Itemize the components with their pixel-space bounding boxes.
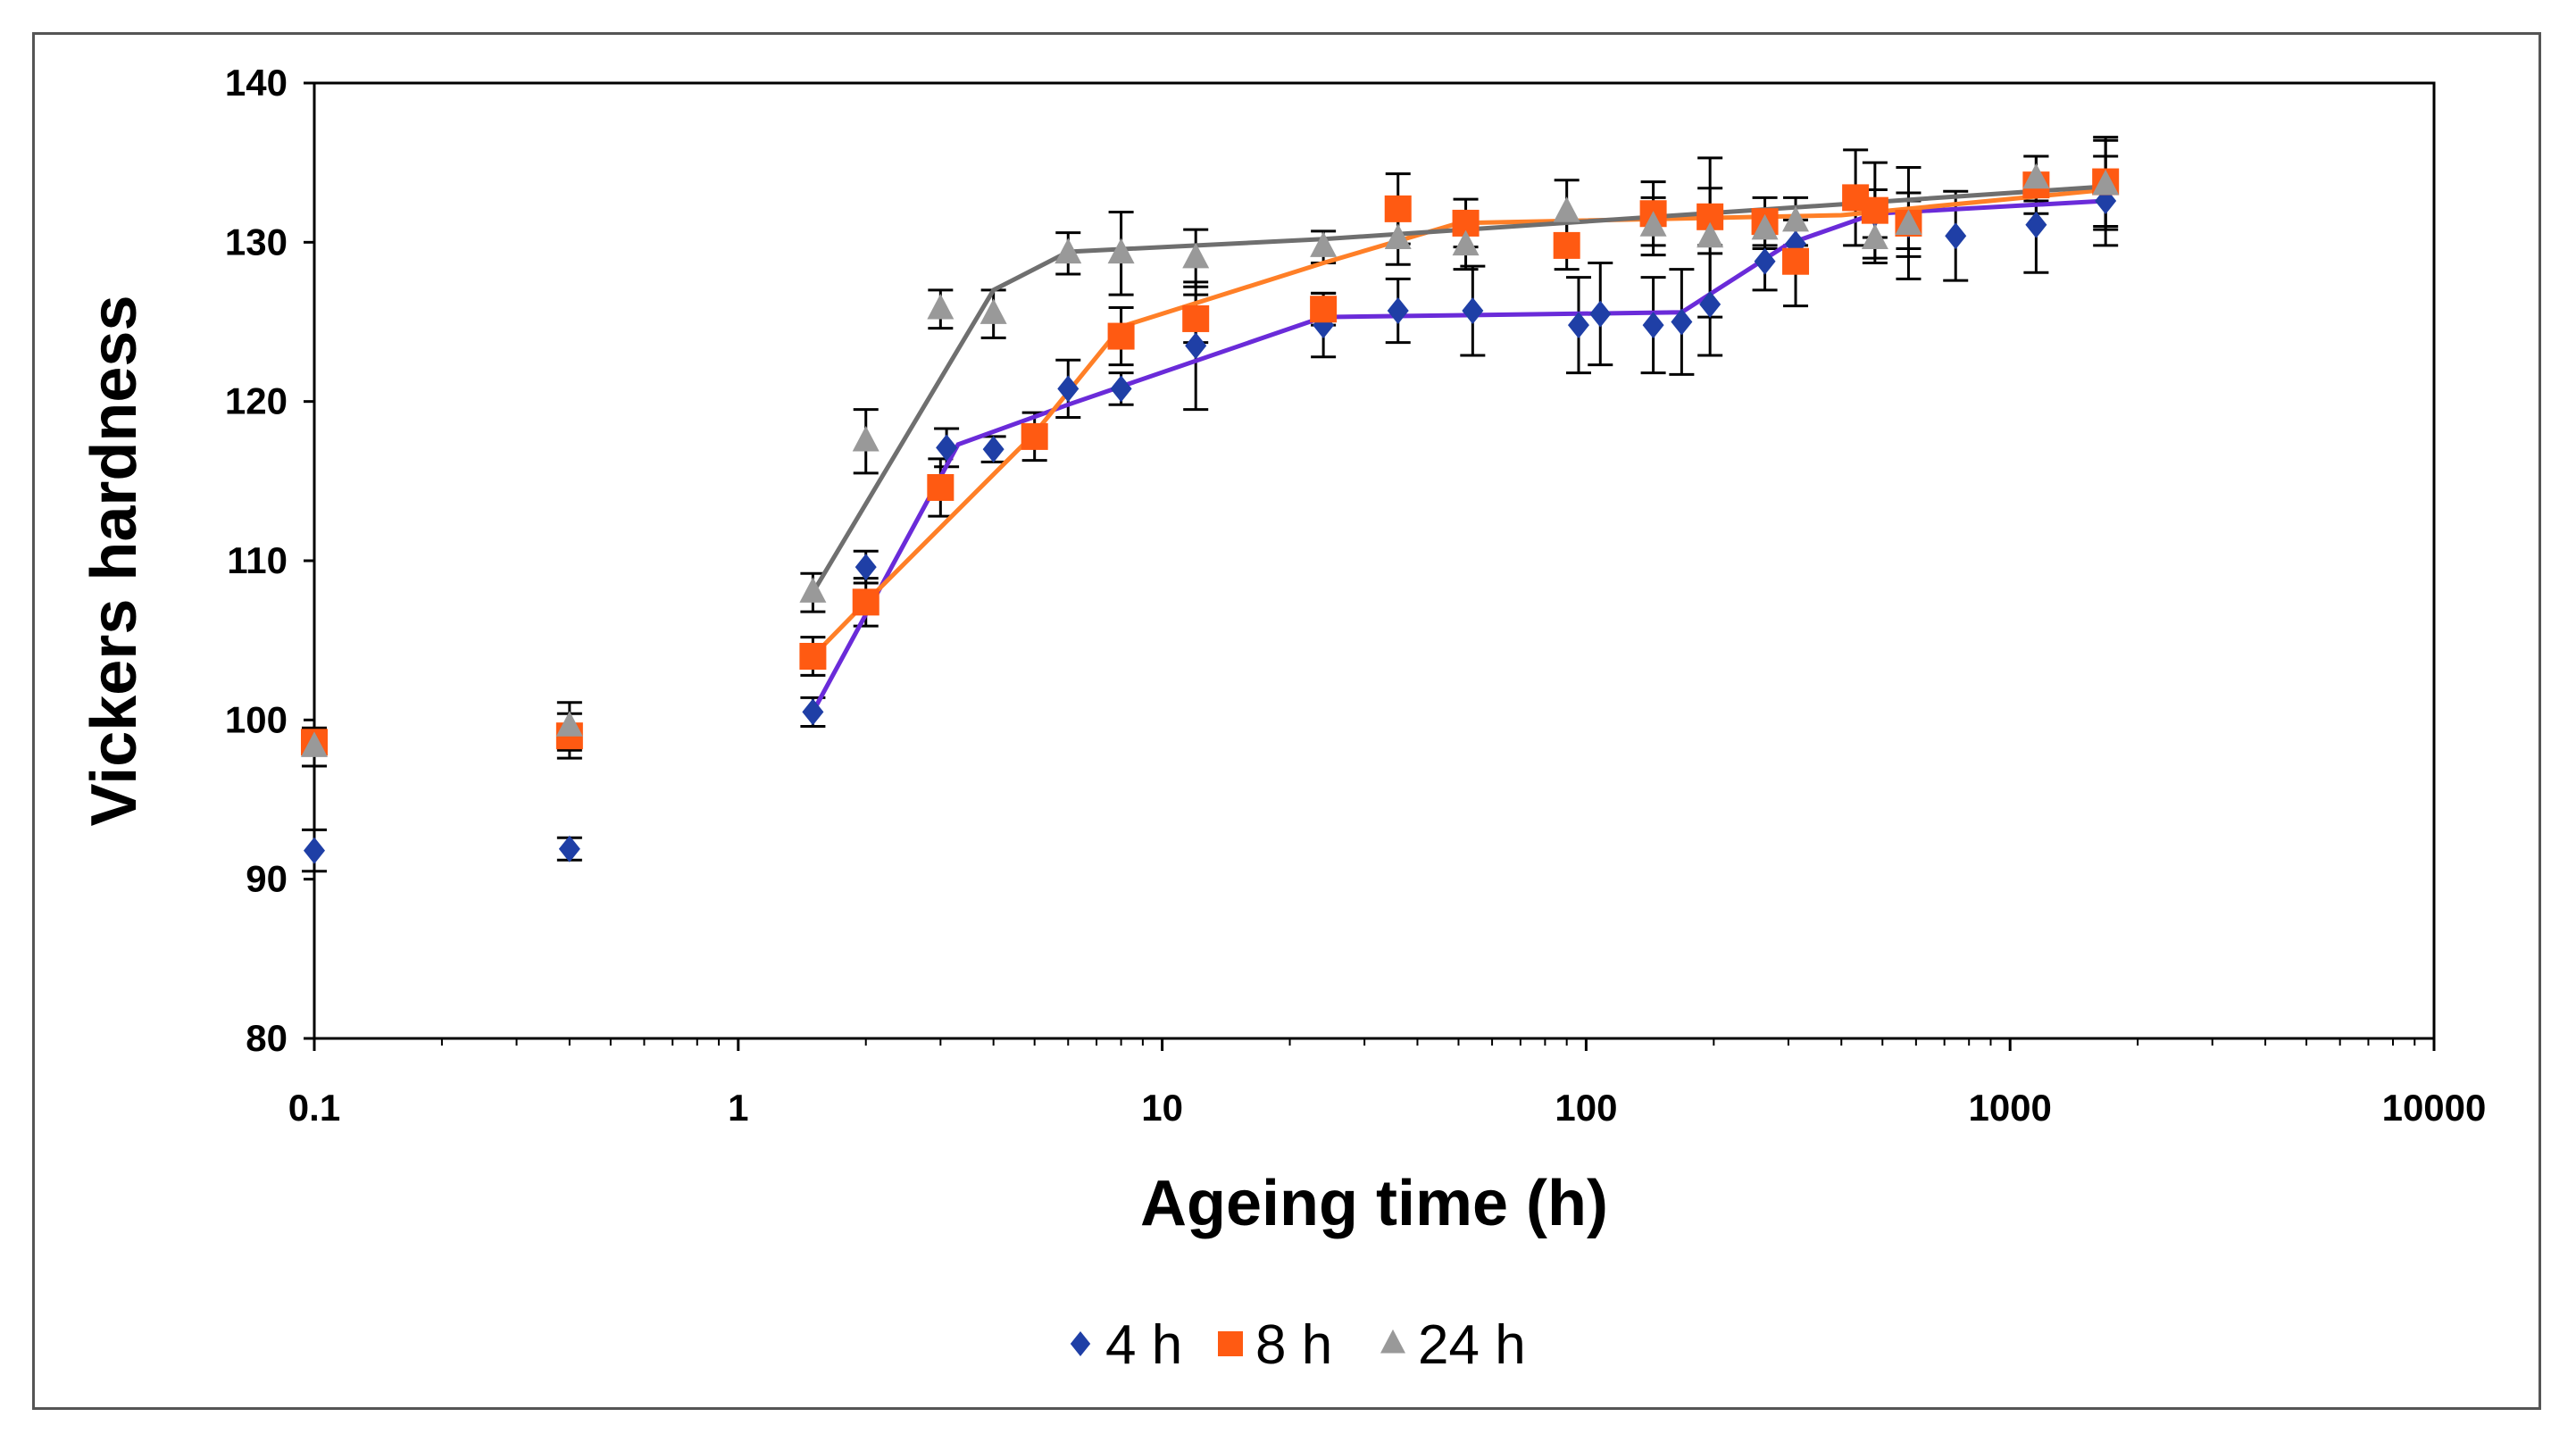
data-point (1107, 238, 1135, 264)
data-point (1589, 300, 1612, 328)
data-point (1384, 195, 1412, 222)
data-point (1567, 312, 1589, 339)
data-point (558, 835, 580, 863)
series-diamond (302, 154, 2119, 873)
data-point (2022, 163, 2050, 189)
data-point (1754, 247, 1776, 275)
y-tick-label: 120 (225, 380, 288, 422)
data-point (1699, 290, 1722, 318)
legend-label: 4 h (1105, 1314, 1182, 1376)
legend-marker (1380, 1329, 1405, 1354)
x-tick-label: 10 (1141, 1087, 1183, 1129)
data-point (2025, 211, 2047, 238)
data-point (799, 643, 827, 670)
data-point (1310, 231, 1338, 257)
y-tick-label: 80 (246, 1017, 288, 1059)
x-tick-label: 1000 (1968, 1087, 2051, 1129)
data-point (1182, 304, 1210, 332)
data-point (1387, 297, 1409, 325)
data-point (1452, 229, 1480, 256)
data-point (1639, 211, 1667, 237)
data-point (304, 837, 325, 864)
data-point (1782, 205, 1810, 232)
y-tick-label: 100 (225, 698, 288, 740)
axis-labels: Ageing time (h) Vickers hardness (79, 295, 1608, 1239)
data-point (301, 731, 328, 757)
legend: 4 h 8 h 24 h (1070, 1314, 1526, 1376)
data-point (980, 298, 1007, 324)
data-point (1782, 247, 1810, 275)
data-point (1671, 308, 1693, 336)
legend-marker (1070, 1331, 1091, 1356)
series-layer (301, 136, 2120, 873)
data-point (1696, 221, 1724, 248)
data-point (1642, 312, 1664, 339)
trend-line (811, 198, 2106, 713)
data-point (1861, 196, 1888, 224)
data-point (1185, 332, 1207, 360)
data-point (1462, 297, 1484, 325)
y-tick-label: 90 (246, 858, 288, 900)
y-tick-label: 140 (225, 62, 288, 104)
data-point (854, 554, 877, 581)
data-point (1384, 223, 1412, 250)
data-point (852, 426, 880, 452)
x-axis-title: Ageing time (h) (1140, 1168, 1608, 1239)
legend-label: 24 h (1418, 1314, 1526, 1376)
plot-box (313, 81, 2436, 1040)
data-point (1055, 238, 1082, 264)
data-point (1057, 375, 1080, 403)
x-tick-label: 1 (728, 1087, 748, 1129)
x-tick-label: 100 (1555, 1087, 1617, 1129)
y-tick-label: 110 (227, 539, 288, 581)
data-point (1861, 223, 1888, 250)
data-point (1021, 422, 1048, 450)
data-point (1553, 196, 1580, 222)
data-point (1107, 322, 1135, 350)
data-point (1553, 231, 1580, 259)
y-axis-title: Vickers hardness (79, 295, 150, 826)
data-point (982, 436, 1005, 463)
data-point (1110, 375, 1132, 403)
x-tick-label: 10000 (2382, 1087, 2487, 1129)
chart-frame (32, 32, 2541, 1410)
data-point (1310, 296, 1338, 323)
data-point (1945, 222, 1967, 250)
data-point (927, 293, 955, 320)
data-point (927, 473, 955, 501)
legend-marker (1218, 1331, 1243, 1356)
y-tick-label: 130 (225, 221, 288, 263)
data-point (852, 588, 880, 616)
legend-label: 8 h (1255, 1314, 1332, 1376)
data-point (936, 434, 958, 462)
data-point (1182, 242, 1210, 269)
plot-area (313, 81, 2436, 1040)
x-tick-label: 0.1 (288, 1087, 340, 1129)
data-point (799, 577, 827, 603)
data-point (1751, 213, 1779, 240)
data-point (555, 711, 583, 737)
data-point (1895, 209, 1922, 235)
data-point (802, 698, 824, 726)
data-point (2092, 169, 2120, 196)
